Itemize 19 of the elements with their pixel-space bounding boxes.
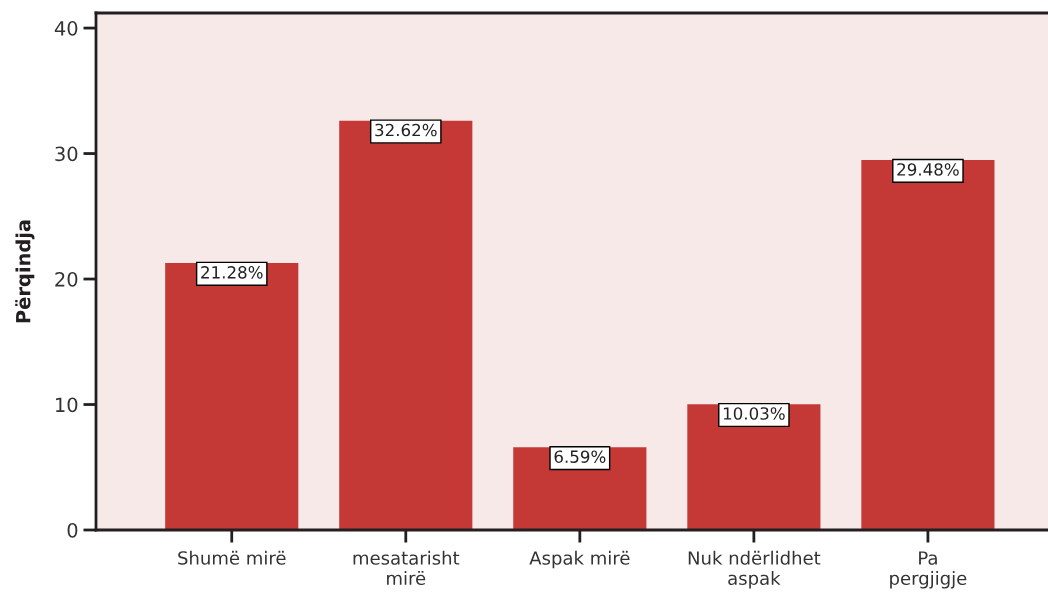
y-tick-label: 10 bbox=[56, 397, 78, 413]
x-tick-label: Nuk ndërlidhet aspak bbox=[688, 550, 821, 589]
bar bbox=[339, 120, 473, 530]
y-axis-title: Përqindja bbox=[15, 220, 35, 323]
data-label: 6.59% bbox=[554, 450, 606, 463]
data-label: 29.48% bbox=[897, 163, 959, 176]
data-label: 21.28% bbox=[201, 266, 263, 279]
data-label: 32.62% bbox=[375, 123, 437, 137]
data-label: 10.03% bbox=[723, 407, 785, 420]
x-tick-label: mesatarisht mirë bbox=[353, 550, 460, 586]
bar bbox=[165, 262, 299, 530]
y-tick-label: 0 bbox=[67, 522, 78, 538]
x-tick-label: Shumë mirë bbox=[178, 550, 286, 565]
bar bbox=[861, 160, 995, 530]
x-tick-label: Aspak mirë bbox=[529, 550, 630, 569]
y-tick-label: 20 bbox=[55, 271, 78, 287]
y-tick-label: 30 bbox=[55, 146, 78, 162]
x-tick-label: Pa pergjigje bbox=[890, 551, 967, 589]
y-tick-label: 40 bbox=[54, 21, 78, 36]
